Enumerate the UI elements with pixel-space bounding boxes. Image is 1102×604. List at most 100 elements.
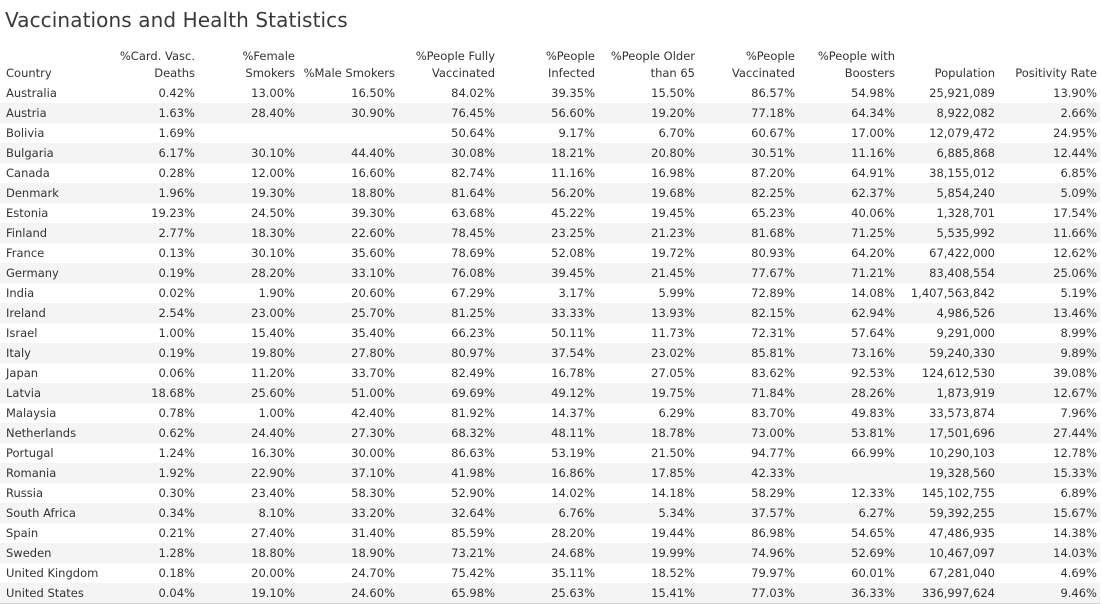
cell-older-than-65: 23.02% xyxy=(598,343,698,363)
cell-population: 9,291,000 xyxy=(936,326,995,340)
table-row[interactable]: Denmark 1.96% 19.30% 18.80% 81.64% 56.20% 19.6… xyxy=(0,183,1100,203)
cell-people-infected: 28.20% xyxy=(551,526,595,540)
cell-positivity-rate: 6.85% xyxy=(1060,166,1097,180)
table-row[interactable]: Malaysia 0.78% 1.00% 42.40% 81.92% 14.37% 6.29… xyxy=(0,403,1100,423)
cell-positivity-rate: 15.33% xyxy=(998,463,1100,483)
cell-fully-vaccinated: 69.69% xyxy=(398,383,498,403)
table-row[interactable]: Russia 0.30% 23.40% 58.30% 52.90% 14.02% 14.18… xyxy=(0,483,1100,503)
cell-population: 12,079,472 xyxy=(929,126,995,140)
country-cell: Italy xyxy=(0,343,112,363)
table-row[interactable]: Romania 1.92% 22.90% 37.10% 41.98% 16.86% 17.8… xyxy=(0,463,1100,483)
cell-people-infected: 14.37% xyxy=(551,406,595,420)
cell-female-smokers: 19.80% xyxy=(198,343,298,363)
column-header-label-line: Deaths xyxy=(154,66,195,80)
cell-male-smokers: 30.90% xyxy=(298,103,398,123)
cell-positivity-rate: 17.54% xyxy=(1053,206,1097,220)
table-row[interactable]: Bolivia 1.69% 50.64% 9.17% 6.70% 60.67% 17.00%… xyxy=(0,123,1100,143)
cell-fully-vaccinated: 80.97% xyxy=(398,343,498,363)
table-row[interactable]: Australia 0.42% 13.00% 16.50% 84.02% 39.35% 15… xyxy=(0,83,1100,103)
country-cell: Sweden xyxy=(0,543,112,563)
column-header-country[interactable]: Country xyxy=(0,46,112,83)
cell-population: 1,328,701 xyxy=(936,206,995,220)
table-row[interactable]: Latvia 18.68% 25.60% 51.00% 69.69% 49.12% 19.7… xyxy=(0,383,1100,403)
column-header-population[interactable]: Population xyxy=(898,46,998,83)
cell-fully-vaccinated: 67.29% xyxy=(451,286,495,300)
cell-population: 83,408,554 xyxy=(898,263,998,283)
table-row[interactable]: Spain 0.21% 27.40% 31.40% 85.59% 28.20% 19.44%… xyxy=(0,523,1100,543)
cell-with-boosters: 92.53% xyxy=(851,366,895,380)
column-header-with-boosters[interactable]: %People with Boosters xyxy=(798,46,898,83)
cell-people-vaccinated: 80.93% xyxy=(751,246,795,260)
cell-card-vasc-deaths: 18.68% xyxy=(112,383,198,403)
cell-population: 17,501,696 xyxy=(898,423,998,443)
country-cell: Romania xyxy=(0,463,112,483)
cell-fully-vaccinated: 82.74% xyxy=(451,166,495,180)
cell-population: 8,922,082 xyxy=(898,103,998,123)
table-row[interactable]: South Africa 0.34% 8.10% 33.20% 32.64% 6.76% 5… xyxy=(0,503,1100,523)
table-row[interactable]: India 0.02% 1.90% 20.60% 67.29% 3.17% 5.99% 72.… xyxy=(0,283,1100,303)
table-row[interactable]: Canada 0.28% 12.00% 16.60% 82.74% 11.16% 16.98… xyxy=(0,163,1100,183)
cell-with-boosters: 36.33% xyxy=(798,583,898,604)
country-cell: Canada xyxy=(6,166,50,180)
column-header-older-than-65[interactable]: %People Older than 65 xyxy=(598,46,698,83)
table-row[interactable]: Austria 1.63% 28.40% 30.90% 76.45% 56.60% 19.2… xyxy=(0,103,1100,123)
cell-population: 10,467,097 xyxy=(898,543,998,563)
table-row[interactable]: Japan 0.06% 11.20% 33.70% 82.49% 16.78% 27.05%… xyxy=(0,363,1100,383)
column-header-label-line: Country xyxy=(6,66,52,80)
column-header-people-vaccinated[interactable]: %People Vaccinated xyxy=(698,46,798,83)
cell-fully-vaccinated: 75.42% xyxy=(451,566,495,580)
table-row[interactable]: Portugal 1.24% 16.30% 30.00% 86.63% 53.19% 21.… xyxy=(0,443,1100,463)
cell-male-smokers: 35.60% xyxy=(351,246,395,260)
column-header-male-smokers[interactable]: %Male Smokers xyxy=(298,46,398,83)
cell-male-smokers: 31.40% xyxy=(351,526,395,540)
cell-male-smokers xyxy=(298,123,398,143)
cell-positivity-rate: 12.62% xyxy=(1053,246,1097,260)
column-header-label-line: %People Older xyxy=(610,49,695,63)
cell-people-infected: 6.76% xyxy=(498,503,598,523)
cell-male-smokers: 51.00% xyxy=(298,383,398,403)
column-header-label-line: %People xyxy=(545,49,595,63)
table-row[interactable]: Finland 2.77% 18.30% 22.60% 78.45% 23.25% 21.2… xyxy=(0,223,1100,243)
column-header-fully-vaccinated[interactable]: %People Fully Vaccinated xyxy=(398,46,498,83)
cell-population: 47,486,935 xyxy=(929,526,995,540)
table-row[interactable]: Bulgaria 6.17% 30.10% 44.40% 30.08% 18.21% 20.… xyxy=(0,143,1100,163)
column-header-card-vasc-deaths[interactable]: %Card. Vasc. Deaths xyxy=(112,46,198,83)
cell-card-vasc-deaths: 0.02% xyxy=(158,286,195,300)
cell-with-boosters: 12.33% xyxy=(851,486,895,500)
table-header: Country %Card. Vasc. Deaths %Female Smokers … xyxy=(0,46,1100,83)
table-row[interactable]: United Kingdom 0.18% 20.00% 24.70% 75.42% 35.… xyxy=(0,563,1100,583)
cell-card-vasc-deaths: 2.77% xyxy=(112,223,198,243)
table-row[interactable]: Italy 0.19% 19.80% 27.80% 80.97% 37.54% 23.02%… xyxy=(0,343,1100,363)
cell-female-smokers: 1.90% xyxy=(258,286,295,300)
cell-people-infected: 39.35% xyxy=(551,86,595,100)
country-cell: France xyxy=(6,246,45,260)
cell-fully-vaccinated: 85.59% xyxy=(451,526,495,540)
cell-positivity-rate: 8.99% xyxy=(1060,326,1097,340)
table-row[interactable]: Estonia 19.23% 24.50% 39.30% 63.68% 45.22% 19.… xyxy=(0,203,1100,223)
cell-people-vaccinated: 42.33% xyxy=(698,463,798,483)
table-row[interactable]: Ireland 2.54% 23.00% 25.70% 81.25% 33.33% 13.9… xyxy=(0,303,1100,323)
column-header-people-infected[interactable]: %People Infected xyxy=(498,46,598,83)
column-header-positivity-rate[interactable]: Positivity Rate xyxy=(998,46,1100,83)
table-row[interactable]: United States 0.04% 19.10% 24.60% 65.98% 25.6… xyxy=(0,583,1100,604)
cell-card-vasc-deaths: 0.28% xyxy=(158,166,195,180)
cell-people-infected: 48.11% xyxy=(498,423,598,443)
table-row[interactable]: France 0.13% 30.10% 35.60% 78.69% 52.08% 19.72… xyxy=(0,243,1100,263)
cell-people-vaccinated: 87.20% xyxy=(751,166,795,180)
table-row[interactable]: Sweden 1.28% 18.80% 18.90% 73.21% 24.68% 19.99… xyxy=(0,543,1100,563)
cell-older-than-65: 13.93% xyxy=(598,303,698,323)
cell-card-vasc-deaths: 0.34% xyxy=(112,503,198,523)
column-header-female-smokers[interactable]: %Female Smokers xyxy=(198,46,298,83)
table-row[interactable]: Israel 1.00% 15.40% 35.40% 66.23% 50.11% 11.73… xyxy=(0,323,1100,343)
cell-people-vaccinated: 86.57% xyxy=(751,86,795,100)
country-cell: Bulgaria xyxy=(0,143,112,163)
country-cell: India xyxy=(6,286,35,300)
cell-people-infected: 50.11% xyxy=(551,326,595,340)
cell-people-infected: 37.54% xyxy=(498,343,598,363)
table-row[interactable]: Netherlands 0.62% 24.40% 27.30% 68.32% 48.11%… xyxy=(0,423,1100,443)
cell-positivity-rate: 15.67% xyxy=(998,503,1100,523)
cell-male-smokers: 24.70% xyxy=(351,566,395,580)
table-row[interactable]: Germany 0.19% 28.20% 33.10% 76.08% 39.45% 21.4… xyxy=(0,263,1100,283)
cell-older-than-65: 27.05% xyxy=(651,366,695,380)
